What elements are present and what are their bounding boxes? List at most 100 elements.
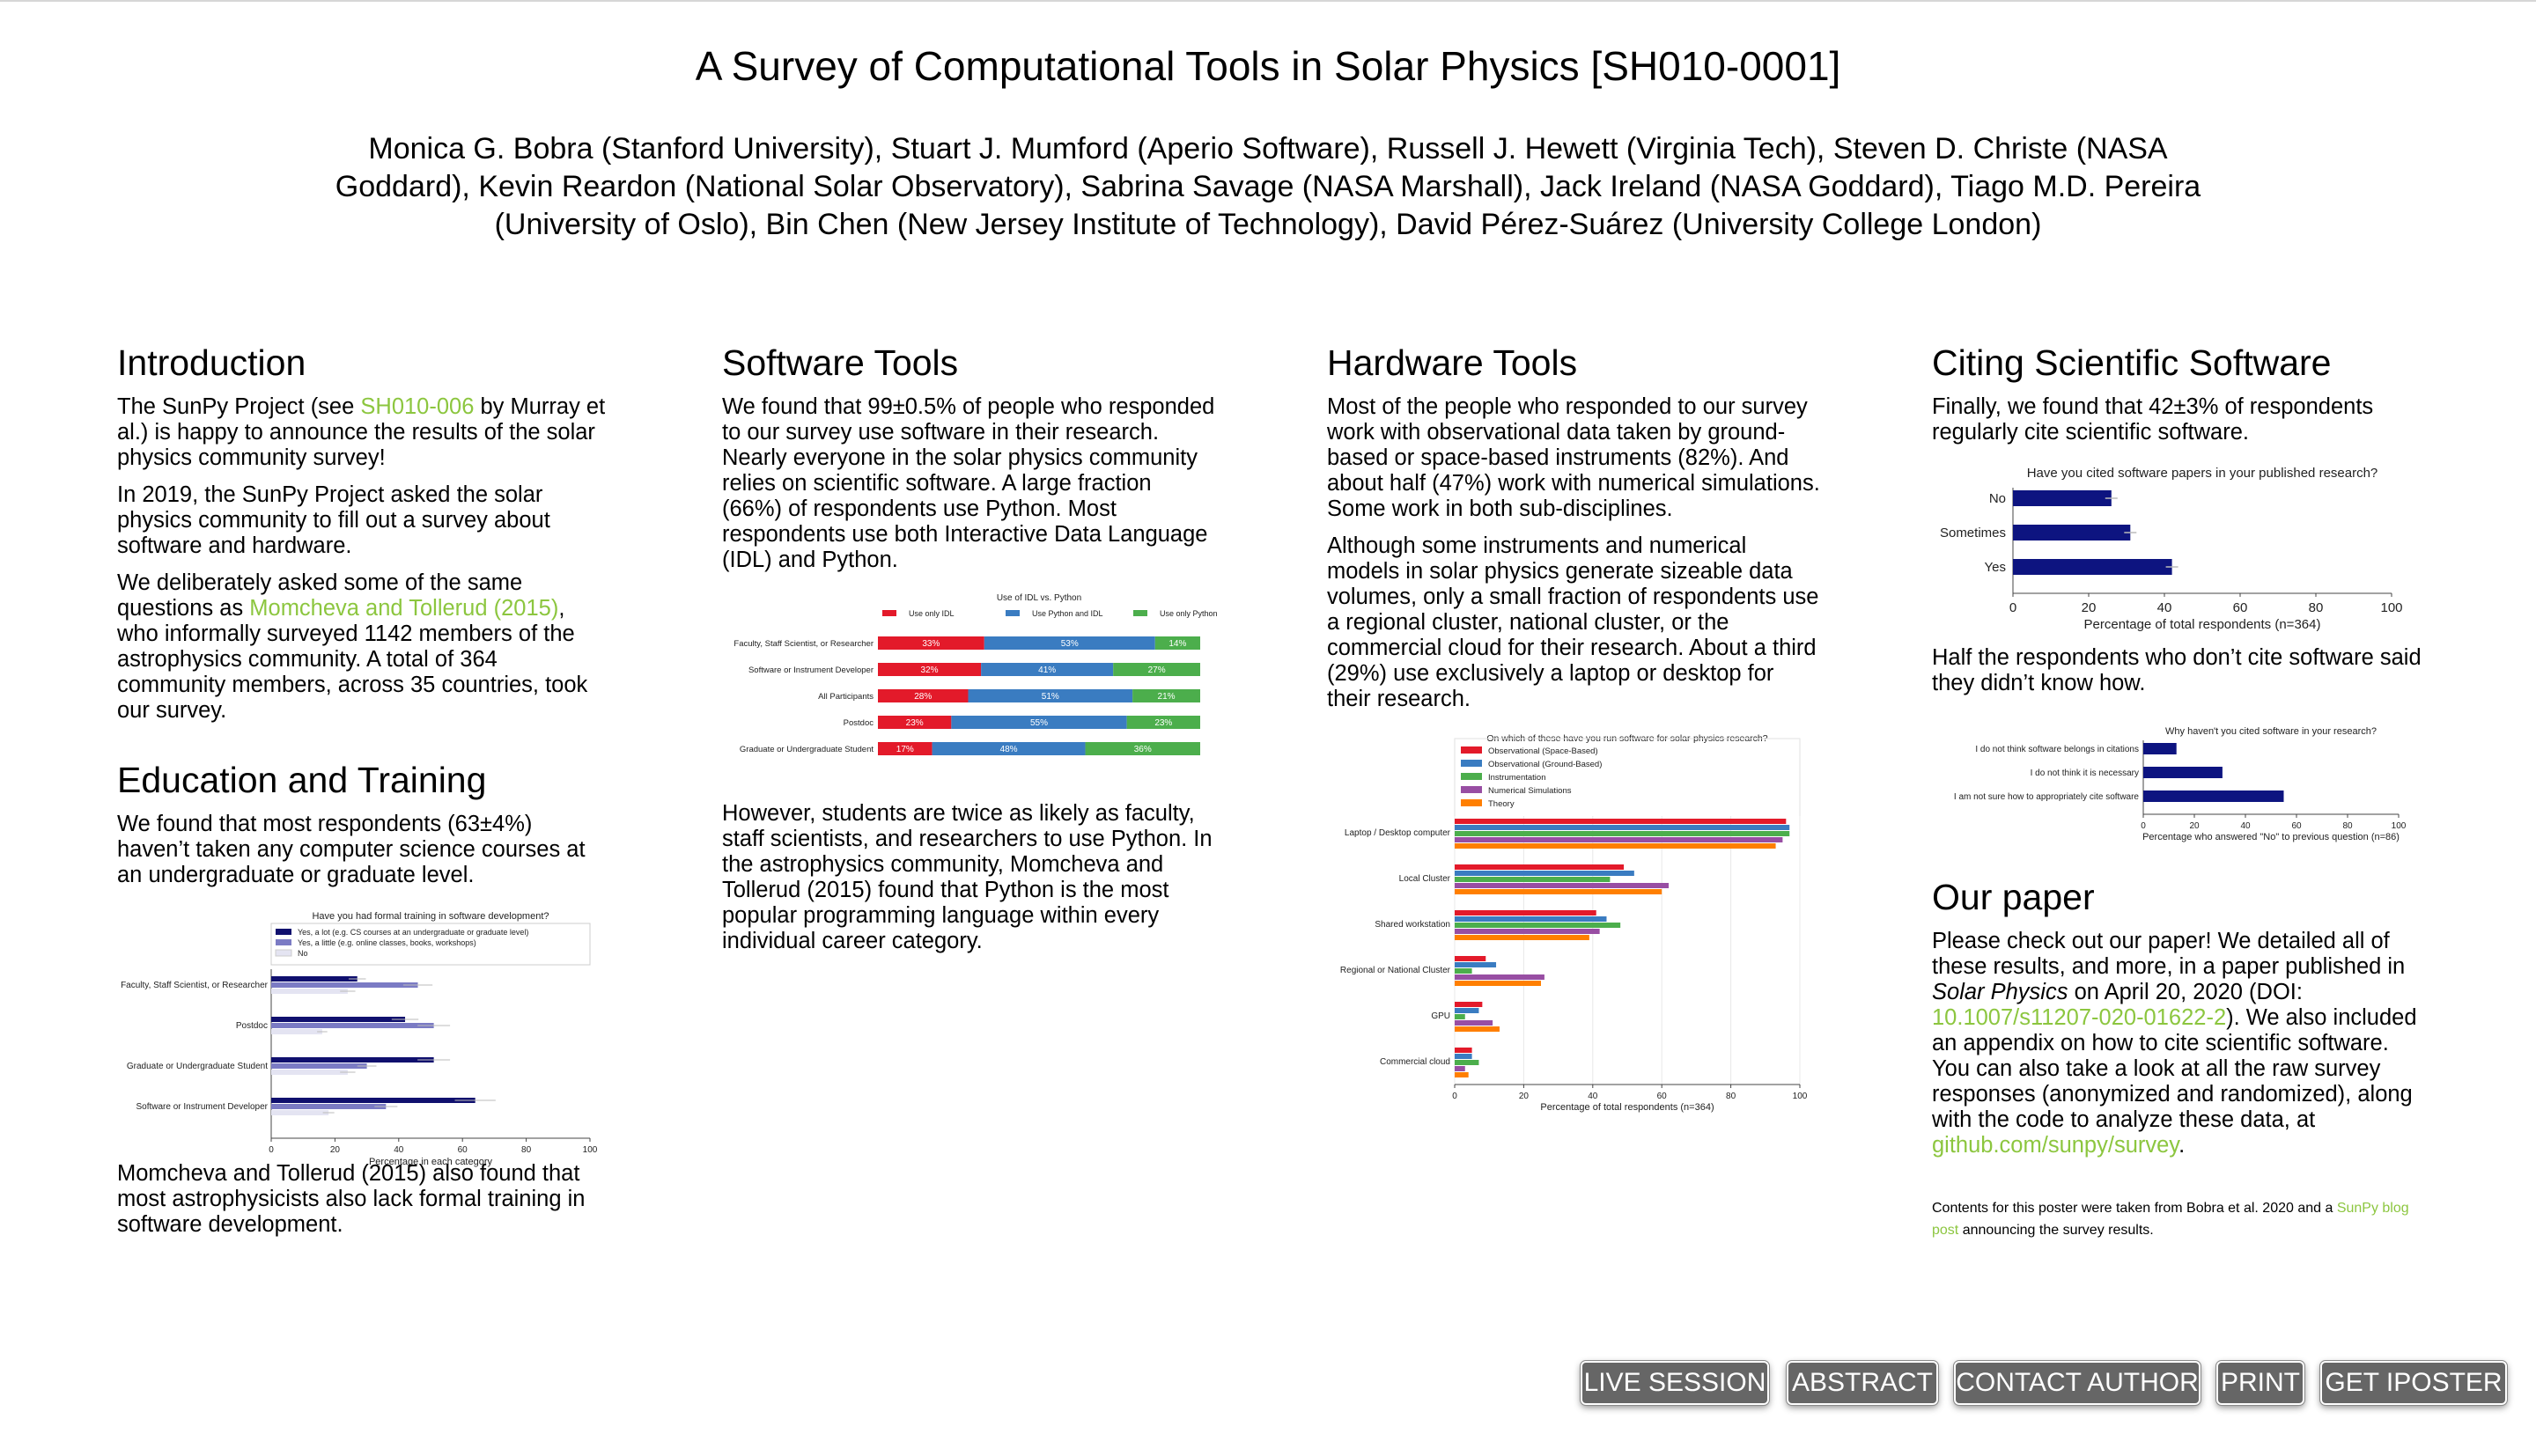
print-button[interactable]: PRINT (2215, 1360, 2305, 1406)
bar (1455, 916, 1607, 922)
bar (271, 1017, 406, 1022)
github-survey-link[interactable]: github.com/sunpy/survey (1932, 1133, 2179, 1158)
legend-swatch (1133, 610, 1147, 616)
bar (1455, 962, 1497, 967)
x-tick-label: 100 (2392, 821, 2407, 831)
bar (1455, 883, 1670, 888)
bar (1455, 1014, 1465, 1019)
bar (271, 1070, 348, 1075)
legend-label: Numerical Simulations (1488, 786, 1572, 796)
paper-paragraph: Please check out our paper! We detailed … (1932, 929, 2425, 1158)
get-iposter-button[interactable]: GET IPOSTER (2319, 1360, 2508, 1406)
legend-swatch (1461, 760, 1482, 767)
x-tick-label: 0 (269, 1145, 274, 1155)
x-tick-label: 0 (1452, 1092, 1457, 1101)
paper-text: Please check out our paper! We detailed … (1932, 929, 2406, 979)
bar-segment (1126, 716, 1200, 729)
legend-swatch (276, 929, 291, 935)
intro-text: by Murray et al.) is happy to announce t… (117, 394, 606, 470)
data-label: 48% (1000, 745, 1018, 754)
legend-swatch (1006, 610, 1020, 616)
abstract-button[interactable]: ABSTRACT (1786, 1360, 1939, 1406)
bar (1455, 1008, 1479, 1013)
bar (1455, 871, 1634, 876)
x-tick-label: 20 (2189, 821, 2200, 831)
doi-link[interactable]: 10.1007/s11207-020-01622-2 (1932, 1005, 2227, 1030)
x-tick-label: 20 (1519, 1092, 1530, 1101)
legend-label: No (298, 949, 308, 958)
paper-text: . (2178, 1133, 2186, 1158)
citing-paragraph-2: Half the respondents who don’t cite soft… (1932, 645, 2422, 695)
x-tick-label: 80 (1726, 1092, 1736, 1101)
legend-label: Yes, a little (e.g. online classes, book… (298, 938, 476, 947)
legend-label: Yes, a lot (e.g. CS courses at an underg… (298, 928, 528, 937)
chart-title: Have you cited software papers in your p… (2027, 466, 2378, 481)
our-paper-heading: Our paper (1932, 877, 2095, 917)
bar (271, 1029, 322, 1034)
bar (1455, 1002, 1483, 1007)
x-tick-label: 60 (458, 1145, 468, 1155)
x-tick-label: 40 (394, 1145, 404, 1155)
intro-text: We deliberately asked some of the same q… (117, 570, 523, 621)
data-label: 28% (914, 692, 932, 702)
bar (271, 1063, 367, 1069)
sunpy-blog-post-link[interactable]: SunPy blog post (1932, 1201, 2409, 1238)
software-heading: Software Tools (722, 342, 959, 383)
category-label: Shared workstation (1375, 920, 1450, 930)
bar (1455, 864, 1625, 870)
legend-label: Use only IDL (909, 609, 955, 618)
x-axis-label: Percentage in each category (369, 1157, 493, 1167)
software-paragraph-2: However, students are twice as likely as… (722, 801, 1213, 953)
x-tick-label: 80 (521, 1145, 532, 1155)
category-label: I do not think it is necessary (2031, 768, 2139, 778)
category-label: GPU (1431, 1011, 1450, 1021)
category-label: Postdoc (844, 718, 874, 728)
data-label: 55% (1030, 718, 1048, 728)
idl-python-chart: Use of IDL vs. Python Use only IDL Use Pyt… (734, 593, 1218, 755)
x-tick-label: 40 (2240, 821, 2251, 831)
data-label: 17% (896, 745, 914, 754)
legend-box (270, 923, 591, 966)
category-label: I do not think software belongs in citat… (1975, 745, 2139, 754)
contact-author-button[interactable]: CONTACT AUTHOR (1953, 1360, 2201, 1406)
x-tick-label: 0 (2141, 821, 2146, 831)
education-heading: Education and Training (117, 760, 487, 800)
live-session-button[interactable]: LIVE SESSION (1580, 1360, 1770, 1406)
bar (1455, 1066, 1465, 1071)
data-label: 32% (921, 665, 939, 675)
legend-swatch (1461, 746, 1482, 754)
bar (1455, 910, 1596, 916)
x-tick-label: 60 (2233, 600, 2248, 615)
bar (1455, 935, 1589, 940)
introduction-heading: Introduction (117, 342, 306, 383)
bar (1455, 1048, 1472, 1053)
category-label: Laptop / Desktop computer (1345, 828, 1451, 838)
bar-segment (878, 636, 984, 650)
bar-segment (878, 742, 933, 755)
education-paragraph-1: We found that most respondents (63±4%) h… (117, 812, 586, 887)
hardware-paragraph-2: Although some instruments and numerical … (1327, 533, 1819, 711)
chart-title: Use of IDL vs. Python (997, 593, 1081, 603)
bar (2143, 767, 2223, 778)
momcheva-tollerud-link[interactable]: Momcheva and Tollerud (2015) (249, 596, 559, 621)
legend-swatch (882, 610, 896, 616)
category-label: Regional or National Cluster (1340, 966, 1451, 975)
x-axis-label: Percentage of total respondents (n=364) (1540, 1102, 1714, 1113)
bar (2143, 791, 2284, 802)
poster-title: A Survey of Computational Tools in Solar… (695, 43, 1841, 89)
why-not-cited-chart: Why haven't you cited software in your r… (1954, 726, 2407, 842)
bar (271, 982, 418, 988)
sh010-006-link[interactable]: SH010-006 (360, 394, 475, 419)
bar-segment (981, 663, 1114, 676)
category-label: Graduate or Undergraduate Student (740, 745, 874, 754)
bar-segment (1113, 663, 1200, 676)
category-label: I am not sure how to appropriately cite … (1954, 792, 2140, 802)
bar (1455, 974, 1544, 980)
contents-note: Contents for this poster were taken from… (1932, 1197, 2425, 1241)
data-label: 21% (1158, 692, 1176, 702)
bar (271, 1110, 329, 1115)
bar (271, 989, 348, 994)
citing-heading: Citing Scientific Software (1932, 342, 2332, 383)
legend-swatch (275, 949, 292, 957)
data-label: 23% (1154, 718, 1172, 728)
